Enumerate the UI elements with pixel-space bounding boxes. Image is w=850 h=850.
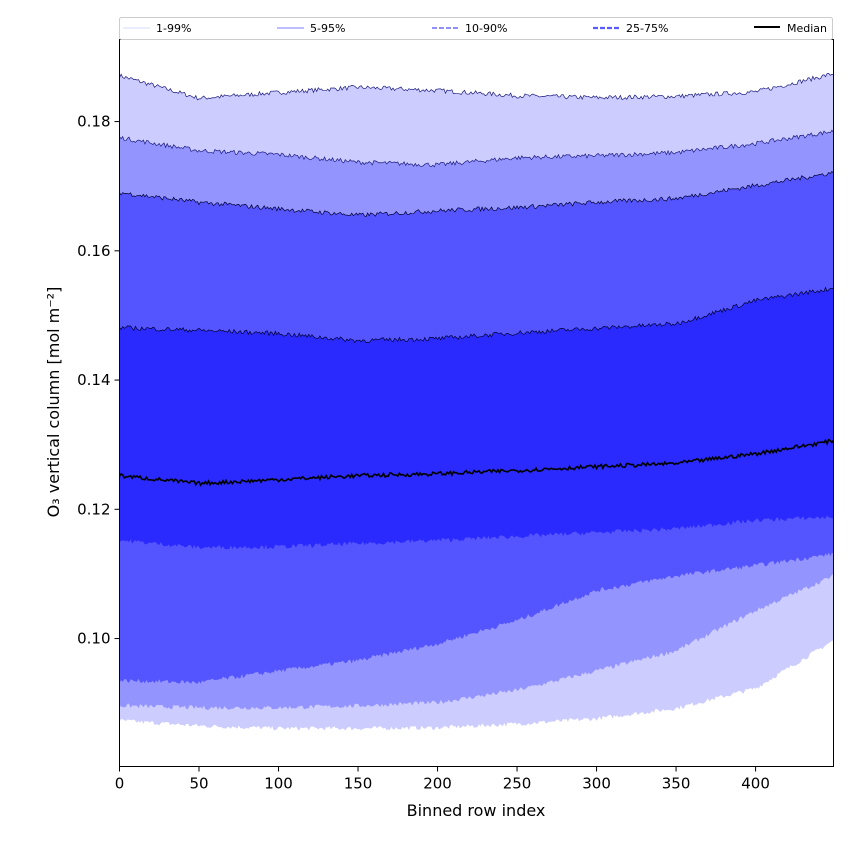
legend-label: 5-95%	[310, 22, 345, 35]
x-axis: 0 50 100 150 200 250 300 350 400	[115, 766, 770, 793]
x-tick-label: 350	[662, 775, 691, 793]
y-tick-label: 0.14	[77, 371, 110, 389]
legend-label: 10-90%	[465, 22, 507, 35]
y-axis: 0.10 0.12 0.14 0.16 0.18	[77, 113, 120, 648]
y-tick-label: 0.18	[77, 113, 110, 131]
x-tick-label: 50	[189, 775, 208, 793]
legend-label: 25-75%	[626, 22, 668, 35]
x-tick-label: 150	[344, 775, 373, 793]
band-upper-edge-1-99%	[119, 73, 834, 101]
band-25-75%	[119, 287, 834, 550]
band-upper-edge-5-95%	[119, 129, 834, 168]
y-tick-label: 0.16	[77, 242, 110, 260]
y-axis-label: O₃ vertical column [mol m⁻²]	[44, 287, 63, 518]
band-edge-lines	[118, 73, 835, 487]
legend: 1-99% 5-95% 10-90% 25-75% Median	[119, 17, 833, 40]
legend-label: 1-99%	[156, 22, 191, 35]
percentile-bands	[119, 73, 834, 731]
x-tick-label: 250	[503, 775, 532, 793]
legend-box	[119, 17, 833, 40]
band-upper-edge-25-75%	[119, 286, 834, 344]
x-tick-label: 0	[115, 775, 125, 793]
legend-label: Median	[787, 22, 827, 35]
y-tick-label: 0.12	[77, 500, 110, 518]
x-tick-label: 300	[582, 775, 611, 793]
x-tick-label: 400	[741, 775, 770, 793]
x-tick-label: 100	[264, 775, 293, 793]
band-upper-edge-10-90%	[119, 170, 834, 218]
median-line	[118, 438, 835, 487]
x-axis-label: Binned row index	[407, 801, 546, 820]
y-tick-label: 0.10	[77, 630, 110, 648]
x-tick-label: 200	[423, 775, 452, 793]
